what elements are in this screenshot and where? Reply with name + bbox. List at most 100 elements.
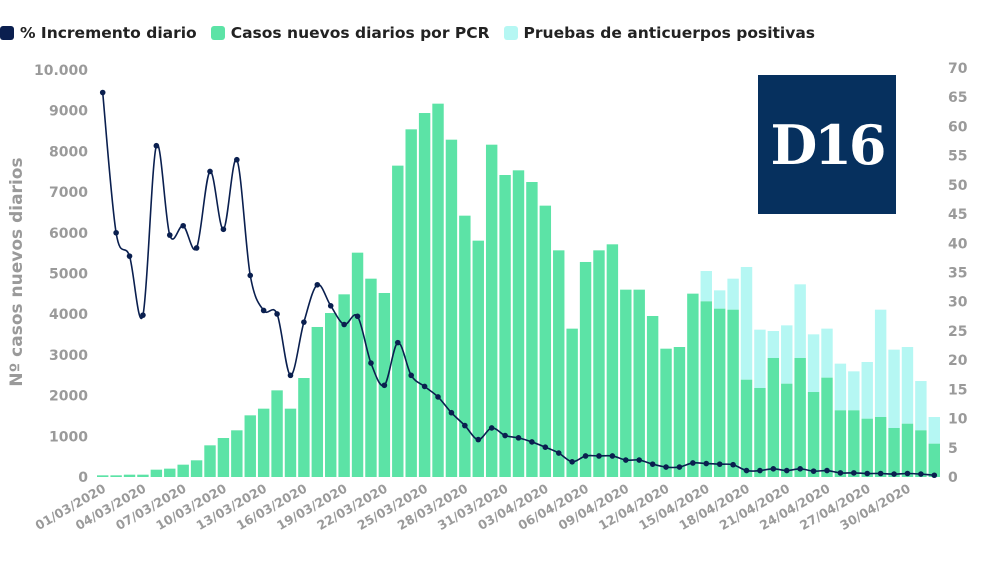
pcr-bar [244, 415, 256, 477]
pcr-bar [740, 379, 753, 477]
antibody-bar [901, 347, 914, 424]
pcr-bar [123, 474, 136, 477]
antibody-bar [861, 361, 873, 419]
increment-point [475, 436, 482, 443]
y2-tick-label: 0 [948, 470, 958, 486]
increment-point [247, 272, 254, 279]
increment-point [730, 461, 736, 468]
increment-point [515, 435, 522, 441]
pcr-bar [298, 378, 310, 477]
pcr-bar [781, 383, 793, 477]
pcr-bar [110, 475, 122, 477]
legend-item-pcr[interactable]: Casos nuevos diarios por PCR [210, 24, 490, 42]
pcr-bar [687, 293, 699, 477]
increment-point [301, 319, 307, 325]
increment-point [743, 467, 750, 474]
increment-point [783, 467, 790, 474]
pcr-bar [660, 348, 672, 477]
pcr-bar [177, 464, 189, 477]
pcr-bar [512, 170, 525, 477]
y-axis-label: Nº casos nuevos diarios [7, 157, 27, 386]
pcr-bar [620, 289, 632, 477]
increment-point [193, 245, 200, 251]
y2-tick-label: 70 [948, 61, 968, 77]
antibody-bar [874, 309, 887, 418]
legend-item-antibody[interactable]: Pruebas de anticuerpos positivas [503, 24, 815, 42]
legend-swatch [503, 26, 518, 40]
pcr-bar [928, 443, 940, 477]
pcr-bar [566, 328, 578, 477]
y2-tick-label: 5 [948, 441, 958, 457]
increment-point [810, 468, 817, 474]
y-tick-label: 9000 [49, 104, 88, 120]
increment-point [623, 457, 629, 463]
increment-point [260, 307, 267, 314]
legend-swatch [0, 26, 14, 40]
pcr-bar [606, 244, 619, 477]
increment-point [99, 89, 106, 96]
legend-item-increment[interactable]: % Incremento diario [0, 24, 197, 42]
increment-point [703, 460, 710, 467]
pcr-bar [257, 408, 270, 477]
increment-point [153, 142, 160, 149]
increment-point [596, 453, 602, 459]
pcr-bar [915, 430, 927, 477]
increment-point [354, 313, 361, 320]
increment-point [287, 372, 294, 379]
increment-point [502, 432, 508, 439]
antibody-bar [834, 363, 847, 411]
pcr-bar [459, 215, 471, 478]
y-tick-label: 5000 [49, 267, 88, 283]
antibody-bar [794, 284, 806, 358]
pcr-bar [767, 357, 780, 477]
antibody-bar [888, 349, 900, 428]
antibody-bar [767, 331, 780, 358]
y2-tick-label: 55 [948, 149, 967, 165]
y-tick-label: 8000 [49, 144, 88, 160]
pcr-bar [646, 315, 659, 477]
y2-tick-label: 40 [948, 236, 968, 252]
increment-point [408, 372, 414, 379]
y2-tick-label: 65 [948, 90, 967, 106]
y2-tick-label: 60 [948, 119, 968, 135]
pcr-bar [834, 410, 847, 477]
pcr-bar [150, 469, 163, 477]
increment-point [891, 471, 897, 477]
y-tick-label: 3000 [49, 348, 88, 364]
pcr-bar [325, 313, 337, 477]
y-tick-label: 0 [78, 470, 88, 486]
antibody-bar [781, 325, 793, 384]
y-tick-label: 2000 [49, 389, 88, 405]
pcr-bar [727, 309, 739, 477]
increment-point [904, 470, 911, 477]
increment-point [542, 444, 549, 451]
y2-tick-label: 25 [948, 324, 967, 340]
increment-point [180, 222, 186, 229]
y-tick-label: 6000 [49, 226, 88, 242]
legend-swatch [210, 26, 225, 40]
pcr-bar [673, 347, 686, 477]
pcr-bar [861, 418, 873, 477]
antibody-bar [700, 271, 712, 302]
pcr-bar [700, 301, 712, 477]
y-tick-label: 4000 [49, 307, 88, 323]
legend-label: % Incremento diario [20, 24, 197, 42]
pcr-bar [526, 182, 538, 477]
antibody-bar [807, 334, 820, 393]
increment-point [327, 303, 334, 309]
pcr-bar [821, 377, 833, 477]
pcr-bar [633, 289, 645, 477]
increment-point [663, 464, 669, 470]
y2-tick-label: 45 [948, 207, 967, 223]
y2-tick-label: 50 [948, 178, 968, 194]
pcr-bar [97, 475, 109, 477]
pcr-bar [284, 408, 297, 477]
increment-point [582, 453, 589, 459]
increment-point [448, 409, 455, 416]
pcr-bar [311, 326, 324, 477]
increment-point [864, 470, 871, 477]
antibody-bar [821, 328, 833, 378]
y-tick-label: 7000 [49, 185, 88, 201]
increment-point [381, 382, 388, 389]
